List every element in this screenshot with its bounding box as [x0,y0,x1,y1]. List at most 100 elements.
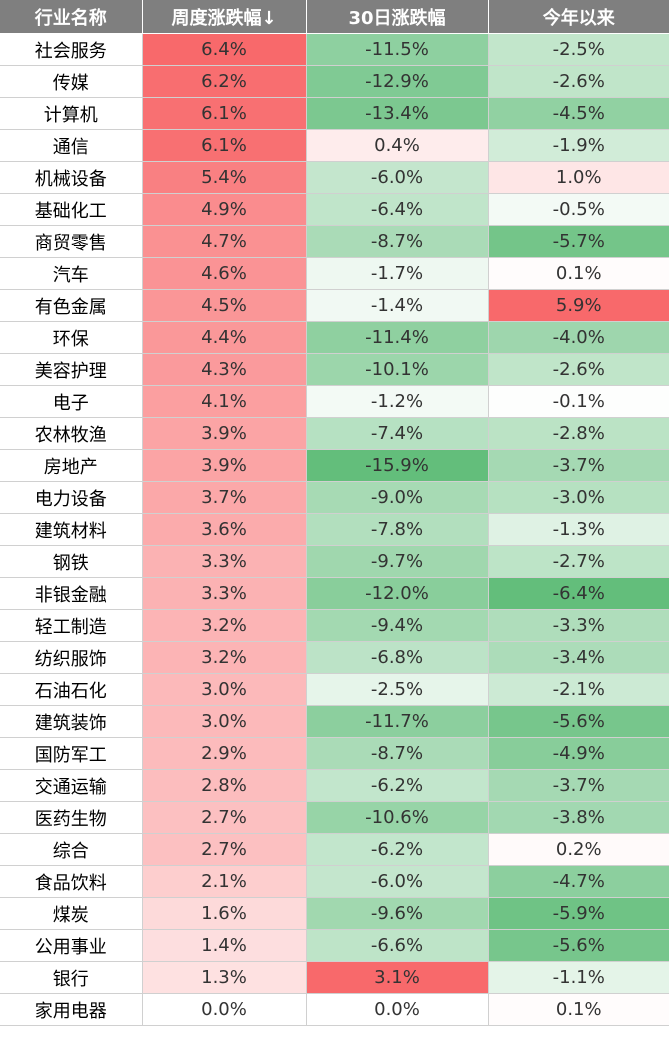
change-30d-cell: -11.5% [305,33,489,66]
change-30d-cell: -6.0% [305,865,489,898]
ytd-change-cell: -5.9% [487,897,669,930]
industry-name-cell: 轻工制造 [0,609,143,642]
industry-name-cell: 综合 [0,833,143,866]
ytd-change-cell: -3.0% [487,481,669,514]
change-30d-cell: -13.4% [305,97,489,130]
ytd-change-cell: -4.0% [487,321,669,354]
column-header-industry[interactable]: 行业名称 [0,0,143,34]
ytd-change-cell: -2.7% [487,545,669,578]
change-30d-cell: -11.7% [305,705,489,738]
ytd-change-cell: -3.4% [487,641,669,674]
change-30d-cell: -2.5% [305,673,489,706]
ytd-change-cell: -2.5% [487,33,669,66]
table-row: 有色金属 4.5% -1.4% 5.9% [0,289,669,322]
weekly-change-cell: 6.4% [141,33,307,66]
ytd-change-cell: -2.1% [487,673,669,706]
change-30d-cell: -6.4% [305,193,489,226]
weekly-change-cell: 4.5% [141,289,307,322]
change-30d-cell: -6.0% [305,161,489,194]
industry-name-cell: 电力设备 [0,481,143,514]
table-row: 房地产 3.9% -15.9% -3.7% [0,449,669,482]
ytd-change-cell: -4.7% [487,865,669,898]
change-30d-cell: -12.0% [305,577,489,610]
ytd-change-cell: -2.6% [487,65,669,98]
change-30d-cell: -9.7% [305,545,489,578]
industry-name-cell: 美容护理 [0,353,143,386]
table-row: 非银金融 3.3% -12.0% -6.4% [0,577,669,610]
table-row: 传媒 6.2% -12.9% -2.6% [0,65,669,98]
industry-name-cell: 农林牧渔 [0,417,143,450]
ytd-change-cell: -2.8% [487,417,669,450]
weekly-change-cell: 6.2% [141,65,307,98]
table-row: 银行 1.3% 3.1% -1.1% [0,961,669,994]
ytd-change-cell: -3.8% [487,801,669,834]
weekly-change-cell: 2.7% [141,801,307,834]
industry-name-cell: 公用事业 [0,929,143,962]
industry-name-cell: 基础化工 [0,193,143,226]
weekly-change-cell: 4.3% [141,353,307,386]
table-row: 电子 4.1% -1.2% -0.1% [0,385,669,418]
table-row: 交通运输 2.8% -6.2% -3.7% [0,769,669,802]
weekly-change-cell: 4.6% [141,257,307,290]
change-30d-cell: 0.4% [305,129,489,162]
table-row: 钢铁 3.3% -9.7% -2.7% [0,545,669,578]
change-30d-cell: -7.8% [305,513,489,546]
change-30d-cell: -6.2% [305,833,489,866]
weekly-change-cell: 2.8% [141,769,307,802]
change-30d-cell: 0.0% [305,993,489,1026]
table-row: 国防军工 2.9% -8.7% -4.9% [0,737,669,770]
weekly-change-cell: 5.4% [141,161,307,194]
weekly-change-cell: 0.0% [141,993,307,1026]
ytd-change-cell: -4.9% [487,737,669,770]
table-row: 建筑装饰 3.0% -11.7% -5.6% [0,705,669,738]
industry-name-cell: 医药生物 [0,801,143,834]
table-row: 农林牧渔 3.9% -7.4% -2.8% [0,417,669,450]
table-row: 汽车 4.6% -1.7% 0.1% [0,257,669,290]
weekly-change-cell: 3.2% [141,609,307,642]
weekly-change-cell: 3.9% [141,449,307,482]
table-row: 建筑材料 3.6% -7.8% -1.3% [0,513,669,546]
ytd-change-cell: -2.6% [487,353,669,386]
change-30d-cell: -8.7% [305,737,489,770]
table-row: 商贸零售 4.7% -8.7% -5.7% [0,225,669,258]
industry-name-cell: 家用电器 [0,993,143,1026]
industry-name-cell: 交通运输 [0,769,143,802]
ytd-change-cell: -0.5% [487,193,669,226]
ytd-change-cell: -6.4% [487,577,669,610]
industry-name-cell: 通信 [0,129,143,162]
industry-name-cell: 银行 [0,961,143,994]
change-30d-cell: -11.4% [305,321,489,354]
industry-name-cell: 钢铁 [0,545,143,578]
weekly-change-cell: 2.7% [141,833,307,866]
column-header-weekly-change[interactable]: 周度涨跌幅↓ [141,0,307,34]
table-row: 石油石化 3.0% -2.5% -2.1% [0,673,669,706]
ytd-change-cell: 5.9% [487,289,669,322]
weekly-change-cell: 2.1% [141,865,307,898]
industry-name-cell: 有色金属 [0,289,143,322]
change-30d-cell: -1.7% [305,257,489,290]
ytd-change-cell: -5.6% [487,929,669,962]
column-header-ytd-change[interactable]: 今年以来 [487,0,669,34]
weekly-change-cell: 3.7% [141,481,307,514]
industry-performance-table: 行业名称 周度涨跌幅↓ 30日涨跌幅 今年以来 社会服务 6.4% -11.5% -2… [0,0,669,1026]
weekly-change-cell: 2.9% [141,737,307,770]
ytd-change-cell: -4.5% [487,97,669,130]
change-30d-cell: -6.2% [305,769,489,802]
weekly-change-cell: 1.4% [141,929,307,962]
change-30d-cell: -6.8% [305,641,489,674]
weekly-change-cell: 4.7% [141,225,307,258]
weekly-change-cell: 3.3% [141,577,307,610]
ytd-change-cell: -3.7% [487,449,669,482]
change-30d-cell: -1.4% [305,289,489,322]
weekly-change-cell: 3.0% [141,673,307,706]
industry-name-cell: 建筑材料 [0,513,143,546]
weekly-change-cell: 6.1% [141,129,307,162]
industry-name-cell: 国防军工 [0,737,143,770]
header-row: 行业名称 周度涨跌幅↓ 30日涨跌幅 今年以来 [0,0,669,34]
table-body: 社会服务 6.4% -11.5% -2.5% 传媒 6.2% -12.9% -2.6% 计算机 6… [0,33,669,1026]
industry-name-cell: 传媒 [0,65,143,98]
column-header-30d-change[interactable]: 30日涨跌幅 [305,0,489,34]
table-row: 机械设备 5.4% -6.0% 1.0% [0,161,669,194]
ytd-change-cell: -1.3% [487,513,669,546]
change-30d-cell: -10.6% [305,801,489,834]
